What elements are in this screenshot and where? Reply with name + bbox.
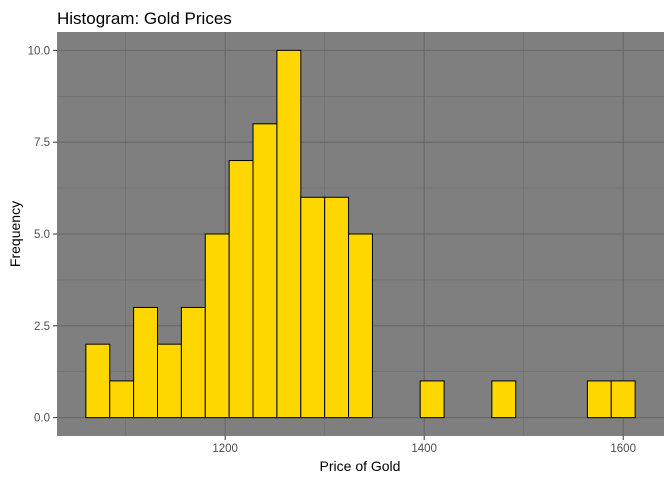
histogram-bar [85,343,111,419]
histogram-bar [610,380,636,419]
histogram-bar [419,380,445,419]
histogram-bar [157,343,182,419]
x-axis-label: Price of Gold [320,458,401,474]
x-tick-label: 1200 [212,443,238,455]
histogram-bar [324,196,350,419]
chart-title: Histogram: Gold Prices [57,9,232,28]
y-tick-label: 2.5 [34,321,50,333]
x-tick-label: 1400 [411,443,437,455]
histogram-bar [491,380,517,419]
histogram-bar [228,160,254,419]
y-axis-label: Frequency [7,201,23,267]
y-tick-label: 5.0 [34,229,50,241]
y-tick-label: 10.0 [28,45,50,57]
histogram-bar [300,196,326,419]
histogram-bar [276,49,302,419]
bars [85,49,636,419]
x-tick-label: 1600 [610,443,636,455]
histogram-bar [180,306,206,419]
histogram-bar [348,233,373,419]
y-axis-ticks: 0.0 2.5 5.0 7.5 10.0 [28,45,57,425]
histogram-bar [133,306,159,419]
histogram-bar [109,380,135,419]
y-tick-label: 7.5 [34,137,50,149]
histogram-bar [586,380,612,419]
y-tick-label: 0.0 [34,413,50,425]
histogram-bar [252,123,278,419]
histogram-bar [204,233,230,419]
x-axis-ticks: 1200 1400 1600 [212,436,636,455]
